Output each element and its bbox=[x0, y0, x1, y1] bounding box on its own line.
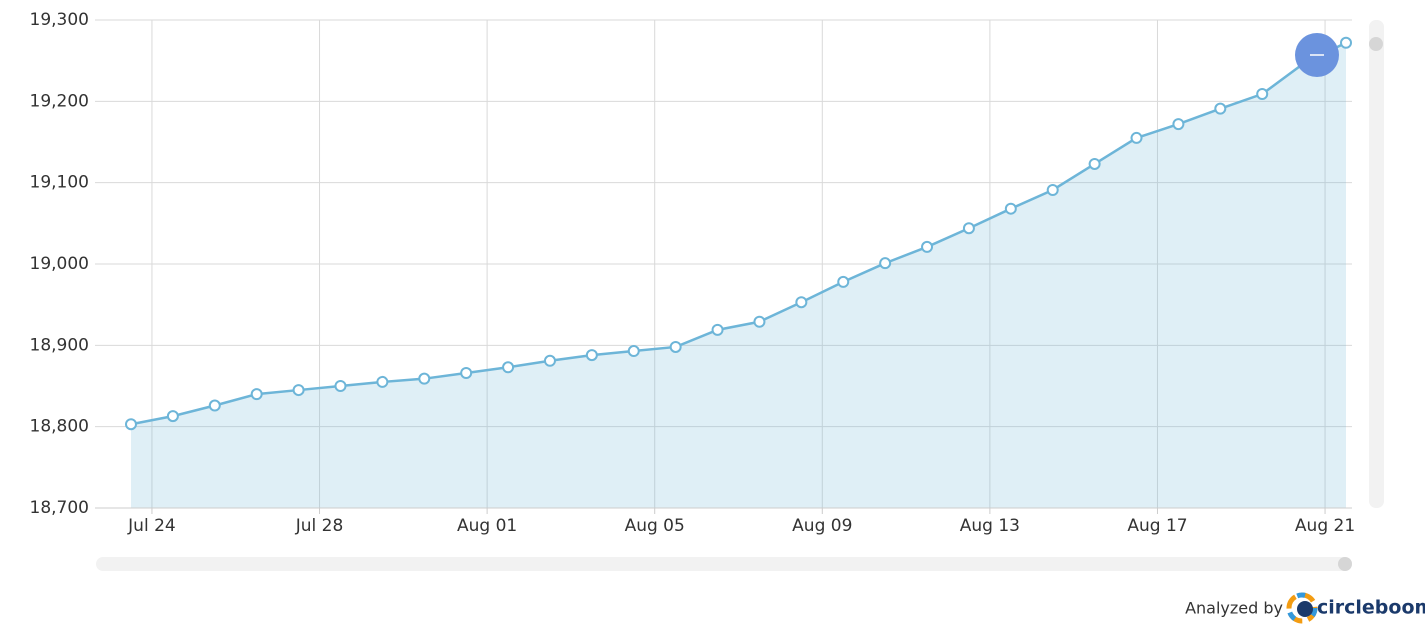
y-tick-label: 19,200 bbox=[30, 91, 89, 111]
point bbox=[795, 296, 808, 309]
h-scroll-knob[interactable] bbox=[1338, 557, 1352, 571]
y-tick-label: 18,800 bbox=[30, 417, 89, 437]
point bbox=[1130, 131, 1143, 144]
point bbox=[1214, 102, 1227, 115]
x-tick-label: Aug 17 bbox=[1127, 516, 1187, 536]
area-fill bbox=[131, 42, 1346, 508]
x-tick-label: Aug 09 bbox=[792, 516, 852, 536]
plot-area: 18,700 18,800 18,900 19,000 19,100 19,200 19,3… bbox=[30, 10, 1356, 536]
point bbox=[837, 275, 850, 288]
point bbox=[1004, 202, 1017, 215]
point bbox=[627, 345, 640, 358]
x-tick-label: Jul 24 bbox=[127, 516, 176, 536]
point bbox=[208, 399, 221, 412]
y-tick-label: 19,300 bbox=[30, 10, 89, 30]
point bbox=[418, 372, 431, 385]
point bbox=[1172, 118, 1185, 131]
zoom-button[interactable] bbox=[1295, 33, 1339, 77]
point bbox=[250, 388, 263, 401]
y-tick-label: 18,700 bbox=[30, 498, 89, 518]
x-tick-label: Jul 28 bbox=[295, 516, 344, 536]
point bbox=[1340, 36, 1352, 49]
point bbox=[753, 315, 766, 328]
y-tick-label: 19,100 bbox=[30, 173, 89, 193]
point bbox=[460, 366, 473, 379]
x-tick-label: Aug 21 bbox=[1295, 516, 1355, 536]
point bbox=[1088, 157, 1101, 170]
point bbox=[292, 384, 305, 397]
brand-name: circleboom bbox=[1317, 597, 1425, 619]
logo-ring-2 bbox=[1286, 592, 1318, 624]
point bbox=[166, 410, 179, 423]
x-tick-label: Aug 01 bbox=[457, 516, 517, 536]
point bbox=[585, 349, 598, 362]
y-tick-label: 18,900 bbox=[30, 335, 89, 355]
line bbox=[130, 41, 1347, 426]
h-scrollbar[interactable] bbox=[96, 557, 1352, 571]
point bbox=[376, 375, 389, 388]
brand-logo bbox=[1286, 592, 1318, 624]
x-tick-label: Aug 13 bbox=[960, 516, 1020, 536]
point bbox=[711, 323, 724, 336]
point bbox=[1046, 183, 1059, 196]
point bbox=[669, 340, 682, 353]
v-scrollbar[interactable] bbox=[1369, 20, 1384, 508]
point bbox=[879, 257, 892, 270]
x-tick-label: Aug 05 bbox=[625, 516, 685, 536]
logo-core bbox=[1297, 601, 1313, 617]
point bbox=[334, 380, 347, 392]
point bbox=[962, 222, 975, 235]
v-scroll-knob[interactable] bbox=[1369, 37, 1383, 51]
y-tick-label: 19,000 bbox=[30, 254, 89, 274]
point bbox=[125, 418, 137, 431]
analyzed-by: Analyzed by bbox=[1185, 599, 1283, 618]
point bbox=[921, 240, 934, 253]
point bbox=[543, 354, 556, 367]
point bbox=[1256, 88, 1269, 101]
point bbox=[502, 361, 515, 374]
